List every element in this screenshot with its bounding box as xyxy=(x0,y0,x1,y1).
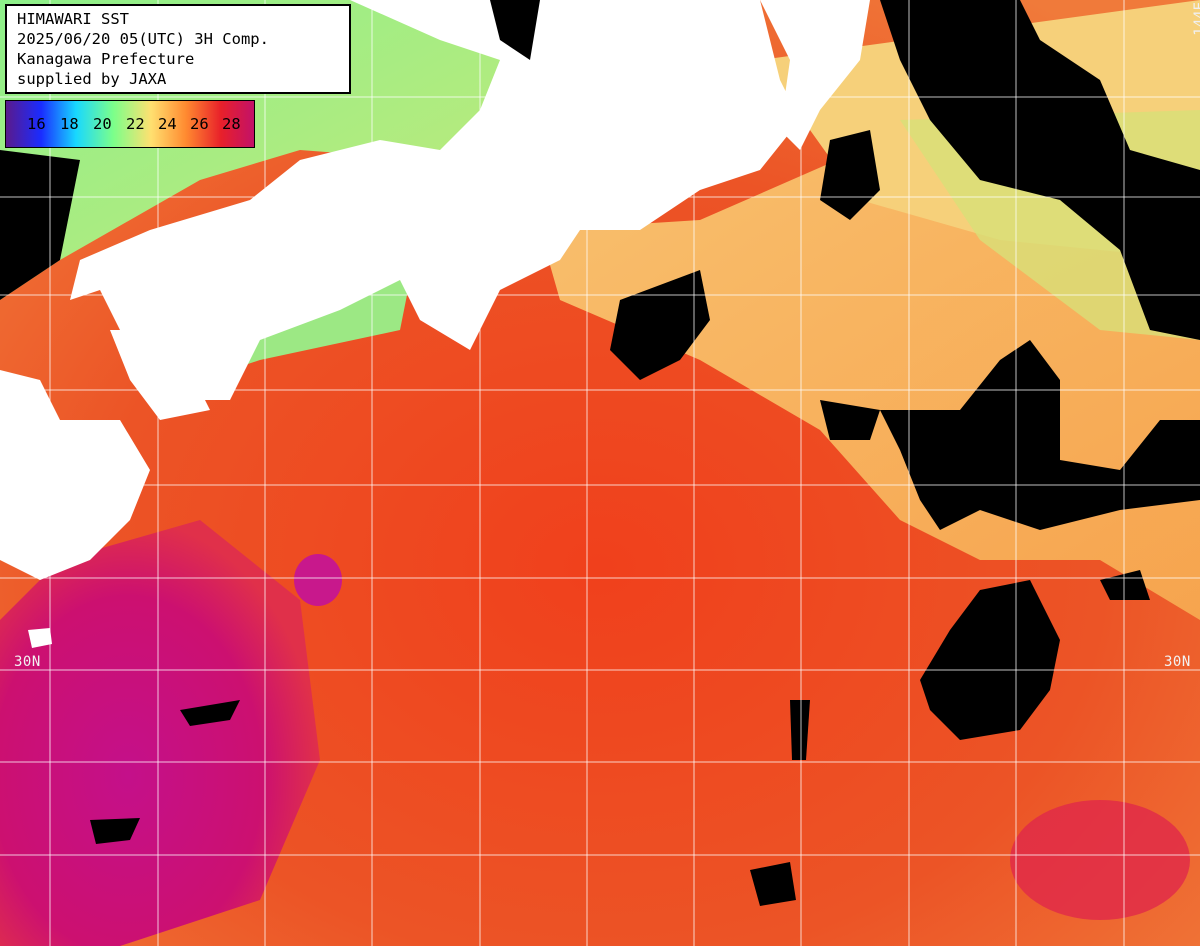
latitude-label-right: 30N xyxy=(1164,654,1191,670)
hot-sea-area xyxy=(0,520,320,946)
cloud-north xyxy=(490,0,540,60)
cloud-southeast xyxy=(920,580,1060,740)
land-island xyxy=(28,628,52,648)
scale-tick-label: 22 xyxy=(126,115,145,133)
land-shikoku xyxy=(110,330,210,420)
cloud-east-patch xyxy=(820,400,880,440)
land-honshu-east xyxy=(760,0,870,150)
cloud-northwest xyxy=(0,150,80,300)
color-scale-labels: 16 18 20 22 24 26 28 xyxy=(6,115,254,135)
longitude-label-top: 144E xyxy=(1192,2,1200,36)
title-line-prefecture: Kanagawa Prefecture xyxy=(17,50,195,68)
scale-tick-label: 18 xyxy=(60,115,79,133)
scale-tick-label: 20 xyxy=(93,115,112,133)
cloud-central-north xyxy=(610,270,710,380)
cloud-speckle-central xyxy=(790,700,810,760)
cloud-east xyxy=(880,340,1200,530)
cloud-speckle-south xyxy=(750,862,796,906)
title-line-satellite: HIMAWARI SST xyxy=(17,10,129,28)
scale-tick-label: 16 xyxy=(27,115,46,133)
scale-tick-label: 28 xyxy=(222,115,241,133)
title-line-supplier: supplied by JAXA xyxy=(17,70,167,88)
color-scale-bar xyxy=(6,101,254,147)
hot-spot xyxy=(294,554,342,606)
warm-spot-southeast xyxy=(1010,800,1190,920)
title-box: HIMAWARI SST 2025/06/20 05(UTC) 3H Comp.… xyxy=(5,4,351,94)
scale-tick-label: 26 xyxy=(190,115,209,133)
cloud-speckle-southwest xyxy=(90,818,140,844)
latitude-label-left: 30N xyxy=(14,654,41,670)
cloud-northeast xyxy=(880,0,1200,340)
title-line-datetime: 2025/06/20 05(UTC) 3H Comp. xyxy=(17,30,269,48)
cloud-speckle-west xyxy=(180,700,240,726)
color-scale-legend: 16 18 20 22 24 26 28 xyxy=(5,100,255,148)
land-honshu xyxy=(70,0,800,400)
scale-tick-label: 24 xyxy=(158,115,177,133)
land-kyushu xyxy=(0,370,150,580)
